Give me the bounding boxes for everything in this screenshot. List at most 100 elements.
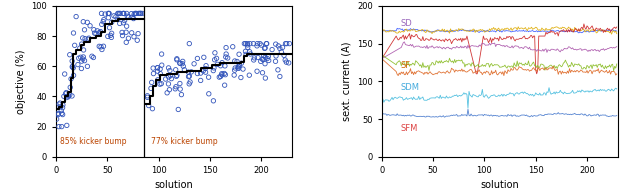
- Point: [230, 69, 240, 72]
- Point: [175, 62, 185, 65]
- Point: [127, 15, 137, 19]
- Point: [178, 60, 188, 63]
- Point: [61, 92, 71, 95]
- Point: [55, 102, 65, 105]
- Point: [127, 31, 137, 34]
- Point: [220, 64, 230, 67]
- Point: [107, 32, 117, 35]
- Point: [130, 12, 140, 15]
- Point: [97, 12, 107, 15]
- Point: [179, 68, 189, 71]
- Point: [238, 67, 248, 71]
- Point: [208, 69, 218, 72]
- Point: [260, 47, 270, 50]
- Point: [119, 12, 129, 15]
- Point: [132, 12, 142, 15]
- Point: [78, 36, 88, 40]
- Point: [229, 74, 239, 77]
- Point: [98, 20, 108, 23]
- Point: [217, 72, 227, 75]
- Point: [127, 12, 137, 15]
- Point: [57, 125, 67, 128]
- Point: [253, 56, 263, 59]
- Point: [183, 71, 193, 74]
- Point: [80, 37, 90, 40]
- Point: [117, 34, 127, 37]
- Point: [120, 19, 130, 22]
- Point: [82, 65, 92, 68]
- Point: [170, 87, 180, 90]
- Point: [209, 66, 219, 70]
- Point: [57, 106, 67, 109]
- Point: [260, 56, 270, 59]
- Point: [173, 108, 183, 111]
- Point: [271, 60, 281, 63]
- Point: [87, 55, 97, 58]
- Point: [230, 59, 240, 63]
- Point: [245, 53, 255, 56]
- Point: [163, 82, 173, 85]
- Point: [129, 17, 139, 20]
- Point: [105, 26, 115, 29]
- Point: [71, 15, 81, 18]
- Point: [77, 43, 87, 46]
- Point: [259, 54, 269, 57]
- Point: [119, 12, 129, 15]
- Point: [144, 104, 154, 107]
- Point: [148, 67, 158, 70]
- Point: [157, 53, 167, 56]
- Point: [119, 21, 129, 24]
- Point: [104, 12, 114, 15]
- Point: [77, 60, 87, 63]
- Point: [54, 103, 64, 106]
- Point: [136, 12, 146, 15]
- Point: [219, 72, 229, 75]
- Point: [271, 54, 281, 57]
- Point: [208, 99, 218, 102]
- Point: [273, 44, 283, 47]
- Point: [178, 65, 188, 68]
- Point: [122, 15, 132, 18]
- Point: [214, 75, 224, 79]
- Point: [135, 12, 145, 15]
- Point: [177, 62, 187, 65]
- Point: [220, 73, 230, 76]
- Point: [248, 42, 258, 45]
- Point: [62, 96, 72, 99]
- Point: [78, 20, 88, 23]
- Point: [162, 91, 172, 94]
- Point: [104, 12, 114, 15]
- Point: [175, 62, 185, 65]
- Point: [261, 42, 271, 45]
- Point: [165, 74, 175, 77]
- Point: [217, 73, 227, 76]
- Point: [167, 77, 177, 80]
- Point: [114, 12, 124, 15]
- Point: [199, 56, 209, 59]
- Point: [152, 66, 162, 69]
- Point: [115, 12, 125, 15]
- Point: [96, 45, 106, 48]
- Point: [149, 72, 158, 75]
- Point: [97, 48, 107, 51]
- Point: [163, 75, 173, 78]
- Point: [58, 103, 68, 106]
- Text: SD: SD: [400, 19, 412, 28]
- Point: [63, 95, 73, 98]
- Point: [132, 39, 142, 42]
- Point: [134, 12, 144, 15]
- Y-axis label: objective (%): objective (%): [16, 49, 26, 114]
- Point: [94, 31, 104, 34]
- Point: [76, 56, 85, 59]
- Point: [89, 56, 99, 59]
- Point: [264, 59, 274, 62]
- Point: [223, 56, 233, 60]
- Point: [163, 66, 173, 69]
- Point: [111, 15, 121, 18]
- Point: [82, 21, 92, 24]
- Point: [210, 58, 220, 61]
- Point: [99, 45, 109, 48]
- Point: [232, 60, 242, 63]
- Point: [67, 65, 77, 68]
- Point: [136, 12, 146, 15]
